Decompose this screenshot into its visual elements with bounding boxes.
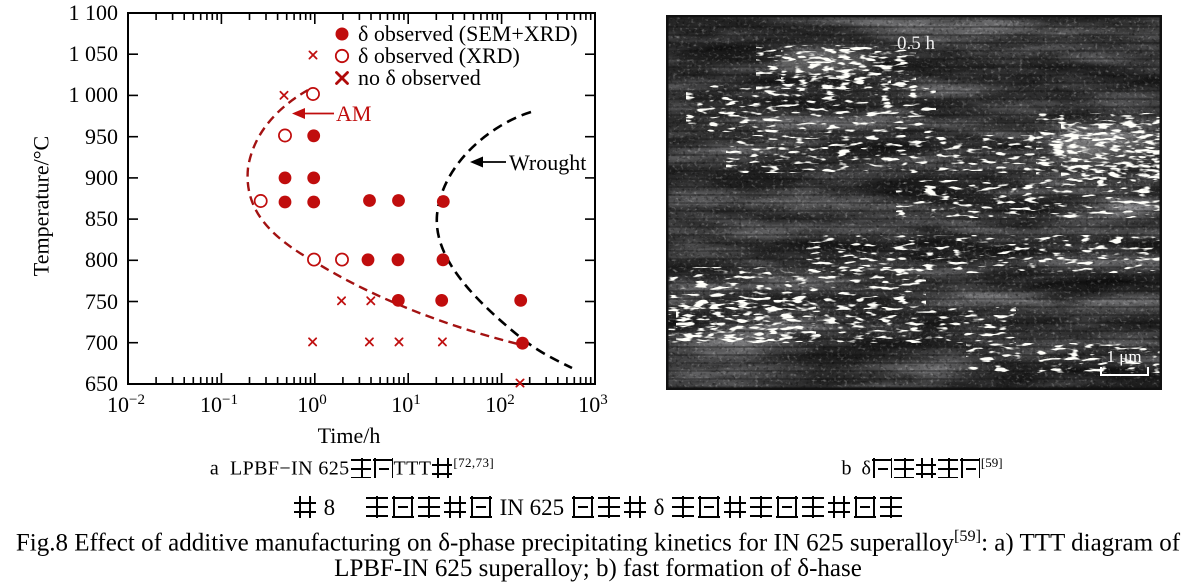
svg-text:800: 800 [85,247,118,272]
svg-text:101: 101 [391,392,421,417]
svg-text:10−2: 10−2 [107,392,145,417]
svg-text:102: 102 [485,392,515,417]
svg-text:103: 103 [578,392,608,417]
svg-text:1 100: 1 100 [69,0,119,25]
svg-text:1 μm: 1 μm [1106,347,1141,366]
svg-text:AM: AM [336,101,371,126]
svg-text:700: 700 [85,330,118,355]
svg-text:850: 850 [85,206,118,231]
svg-text:650: 650 [85,371,118,396]
svg-text:no δ observed: no δ observed [358,65,481,90]
svg-text:0.5 h: 0.5 h [897,33,936,54]
svg-text:100: 100 [297,392,327,417]
svg-text:750: 750 [85,289,118,314]
svg-text:10−1: 10−1 [200,392,238,417]
svg-text:900: 900 [85,165,118,190]
svg-text:1 000: 1 000 [69,82,119,107]
svg-text:Time/h: Time/h [318,423,381,448]
svg-text:Wrought: Wrought [509,150,586,175]
svg-text:δ observed (XRD): δ observed (XRD) [358,43,520,68]
svg-text:Temperature/°C: Temperature/°C [29,136,54,276]
svg-text:1 050: 1 050 [69,41,119,66]
svg-text:950: 950 [85,124,118,149]
svg-text:δ observed (SEM+XRD): δ observed (SEM+XRD) [358,21,578,46]
